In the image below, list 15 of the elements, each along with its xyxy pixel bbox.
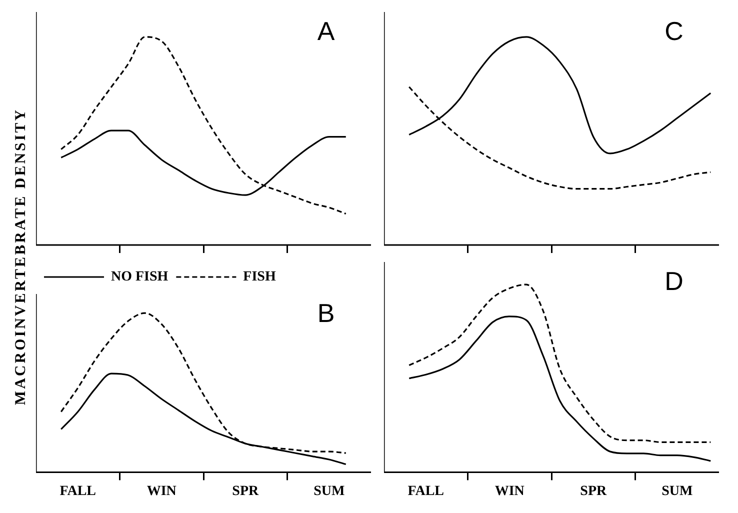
- x-tick-label: SUM: [662, 484, 693, 500]
- x-tick-label: FALL: [408, 484, 444, 500]
- chart-title: D: [664, 266, 684, 296]
- chart-title: C: [664, 16, 684, 46]
- chart-title: B: [317, 298, 335, 328]
- x-tick-label: WIN: [146, 484, 176, 500]
- y-axis-title: MACROINVERTEBRATE DENSITY: [14, 108, 30, 406]
- x-tick-label: WIN: [494, 484, 524, 500]
- legend-label: FISH: [243, 270, 276, 285]
- x-tick-label: FALL: [60, 484, 96, 500]
- x-tick-label: SUM: [314, 484, 345, 500]
- x-tick-label: SPR: [580, 484, 608, 500]
- x-tick-label: SPR: [232, 484, 260, 500]
- legend-label: NO FISH: [111, 270, 168, 285]
- chart-title: A: [317, 16, 336, 46]
